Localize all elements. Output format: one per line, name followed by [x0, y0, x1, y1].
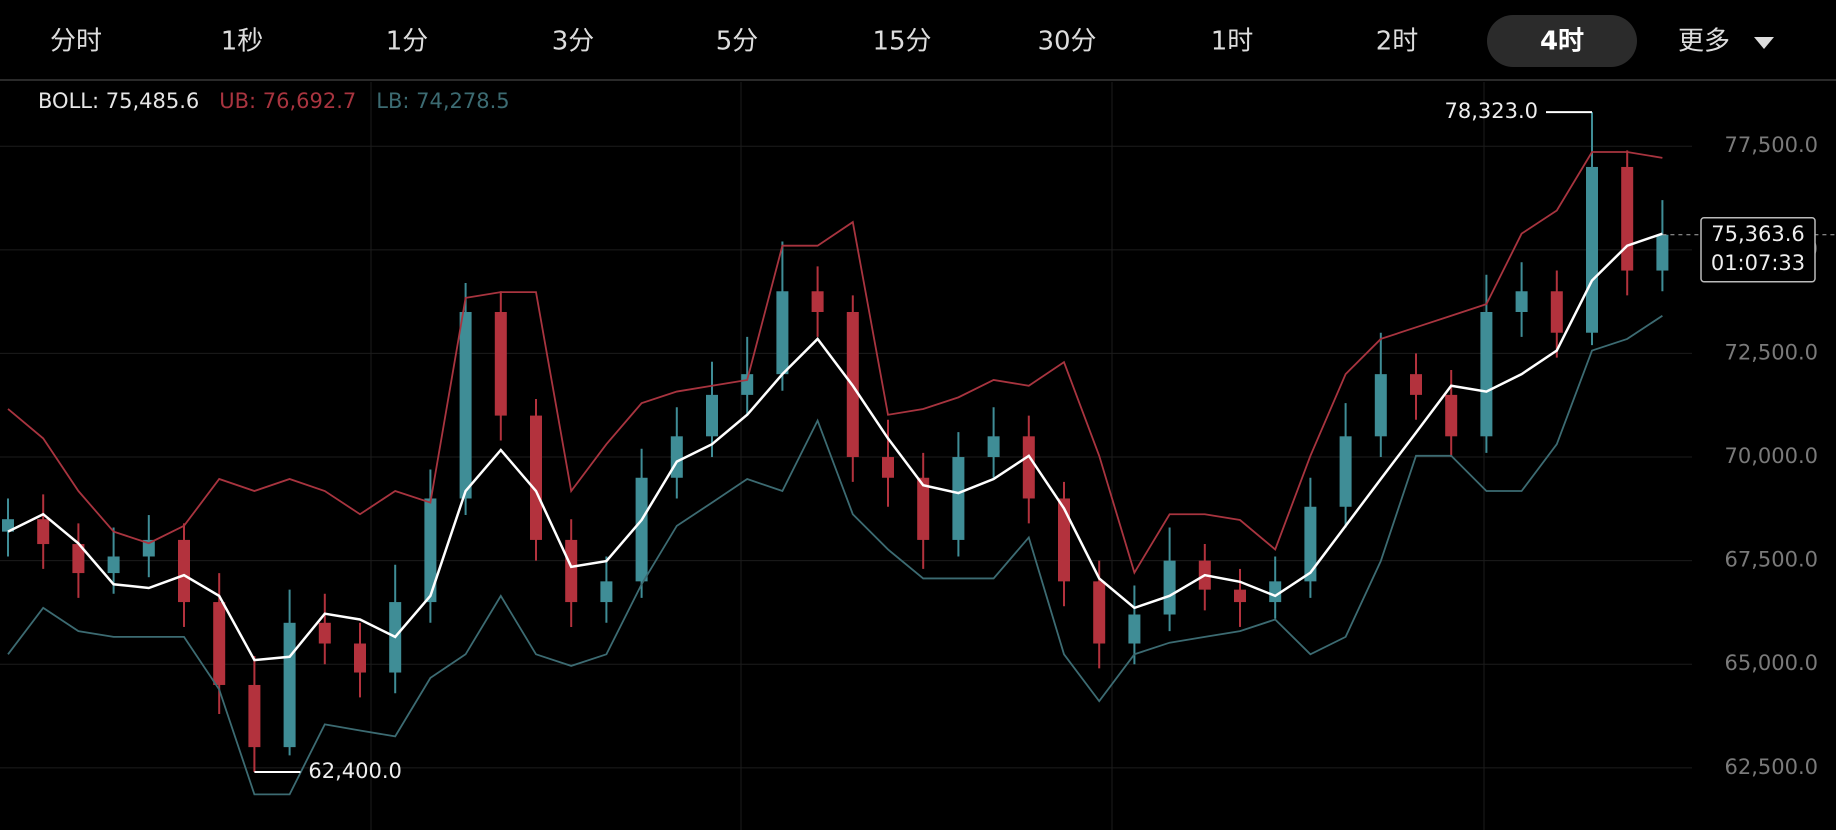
boll-line: [7, 232, 1663, 662]
candle-body: [1234, 589, 1246, 603]
candle-body: [494, 311, 507, 416]
legend-item: LB: 74,278.5: [376, 89, 509, 113]
dropdown-arrow[interactable]: [1754, 37, 1774, 49]
legend-item: BOLL: 75,485.6: [38, 89, 199, 113]
candle-body: [1058, 498, 1070, 582]
candle-body: [1480, 311, 1493, 437]
tab[interactable]: 4时: [1540, 27, 1584, 57]
candle-body: [917, 477, 930, 540]
candle-body: [1339, 436, 1352, 507]
price-tag: [1700, 217, 1816, 283]
candle-body: [318, 622, 331, 644]
candle-body: [741, 374, 754, 395]
tab[interactable]: 30分: [1037, 27, 1096, 57]
candle-body: [811, 291, 824, 312]
candle-body: [565, 539, 578, 603]
tab[interactable]: 5分: [716, 27, 759, 57]
max-label: 78,323.0: [1444, 99, 1538, 123]
candle-body: [1269, 581, 1282, 603]
tab[interactable]: 15分: [872, 27, 931, 57]
tab[interactable]: 分时: [50, 27, 102, 57]
boll-line: [7, 314, 1663, 796]
y-tick-label: 67,500.0: [1724, 548, 1818, 572]
candle-body: [600, 581, 613, 603]
candle-body: [706, 394, 718, 437]
y-tick-label: 65,000.0: [1724, 651, 1818, 675]
candle-body: [1304, 506, 1317, 582]
last-price-label: 75,363.6: [1711, 222, 1805, 246]
y-tick-label: 62,500.0: [1724, 755, 1818, 779]
candle-body: [1550, 291, 1563, 333]
min-label: 62,400.0: [308, 759, 402, 783]
candle-body: [635, 477, 648, 582]
tab-active-bg[interactable]: [1487, 15, 1637, 67]
candle-body: [1445, 394, 1458, 437]
legend-item: UB: 76,692.7: [219, 89, 356, 113]
candle-body: [37, 519, 50, 545]
candle-body: [1410, 374, 1422, 395]
candle-body: [1656, 234, 1669, 271]
candle-body: [107, 556, 120, 574]
tab[interactable]: 1分: [386, 27, 429, 57]
candle-body: [459, 311, 472, 499]
candle-body: [2, 519, 14, 532]
candle-body: [1022, 436, 1035, 499]
candle-body: [882, 457, 894, 478]
candle-body: [1128, 614, 1141, 644]
candle-body: [142, 539, 155, 557]
candle-body: [776, 291, 789, 375]
candle-body: [952, 457, 965, 540]
tab[interactable]: 1时: [1211, 27, 1254, 57]
candle-body: [530, 415, 542, 540]
candle-body: [987, 436, 1000, 458]
candle-body: [1515, 291, 1528, 312]
candle-body: [248, 684, 261, 748]
y-tick-label: 72,500.0: [1724, 340, 1818, 364]
candle-body: [1621, 166, 1634, 271]
candle-body: [424, 498, 437, 603]
tab[interactable]: 更多: [1678, 27, 1730, 57]
boll-line: [7, 151, 1663, 575]
candle-body: [1163, 560, 1176, 615]
candle-body: [1093, 581, 1106, 644]
candle-body: [1374, 374, 1387, 437]
tab[interactable]: 1秒: [221, 27, 264, 57]
candle-body: [354, 643, 366, 673]
y-tick-label: 77,500.0: [1724, 133, 1818, 157]
candle-body: [670, 436, 683, 478]
tab[interactable]: 2时: [1376, 27, 1419, 57]
candle-body: [178, 539, 190, 603]
countdown: 01:07:33: [1711, 251, 1805, 275]
candle-body: [72, 544, 85, 574]
candle-body: [1586, 166, 1598, 333]
tab[interactable]: 3分: [552, 27, 595, 57]
candle-body: [213, 602, 226, 685]
y-tick-label: 70,000.0: [1724, 444, 1818, 468]
candle-body: [283, 622, 296, 748]
